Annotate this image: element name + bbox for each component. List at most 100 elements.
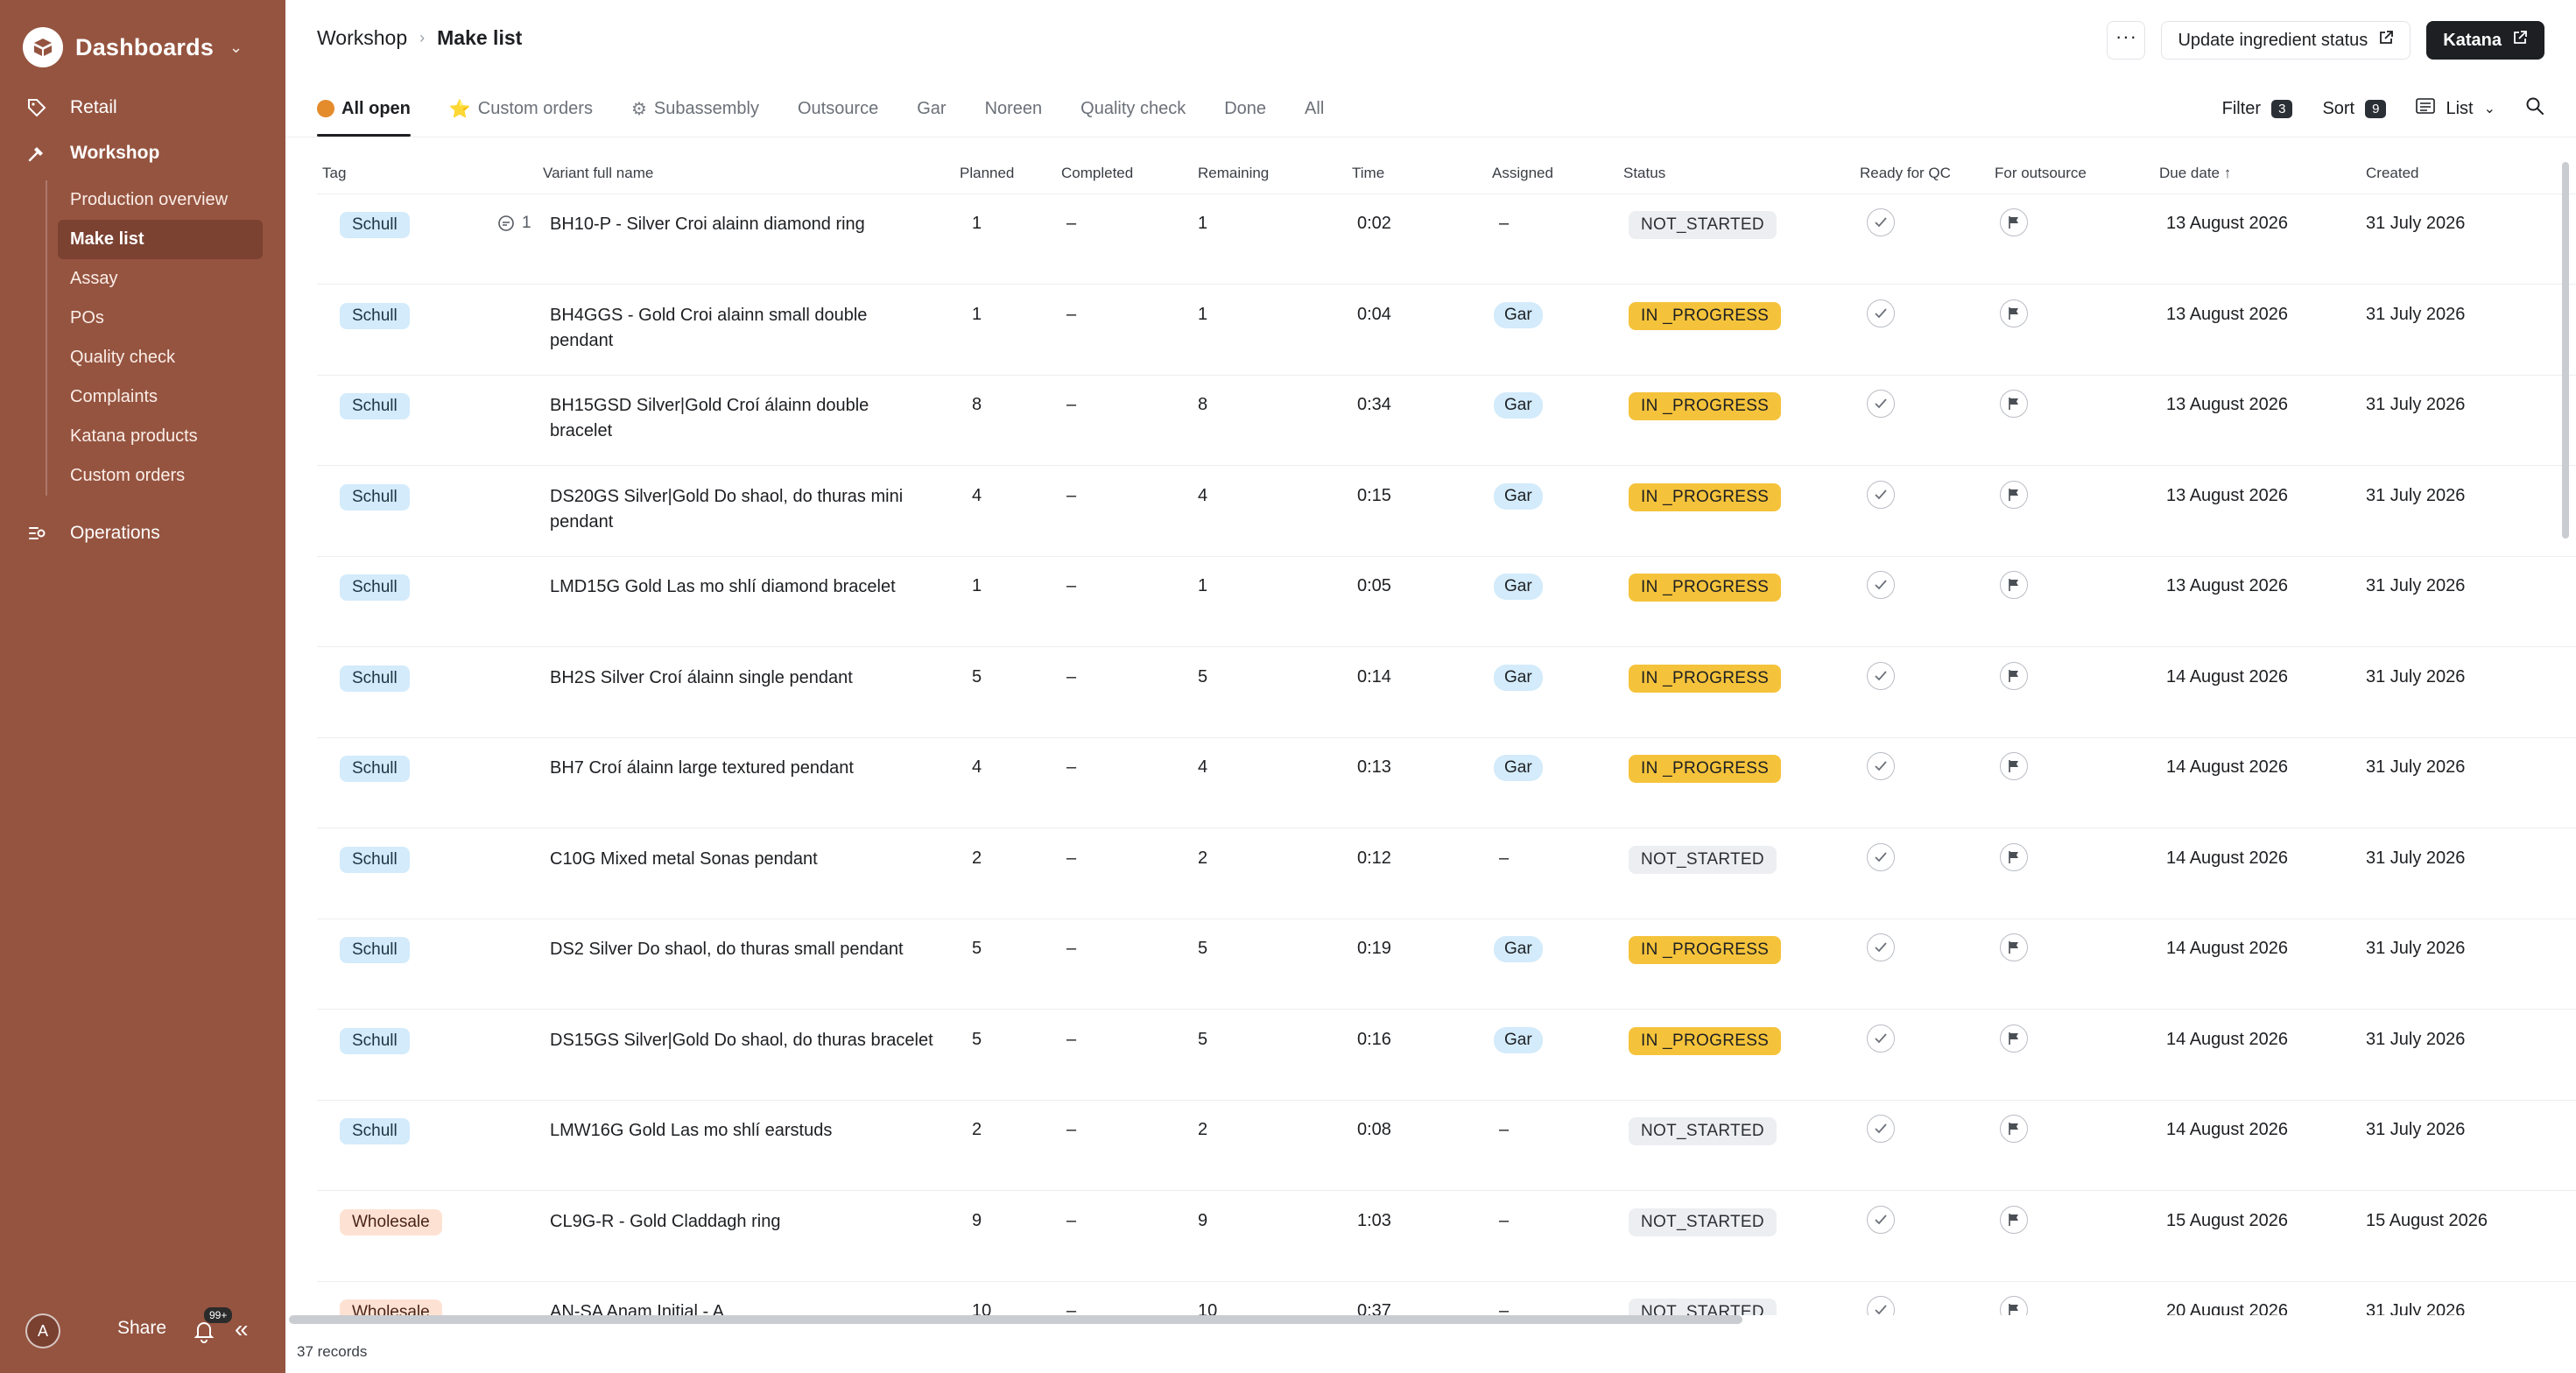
flag-icon[interactable] xyxy=(2000,390,2028,418)
status-badge[interactable]: IN _PROGRESS xyxy=(1629,392,1782,420)
vertical-scrollbar[interactable] xyxy=(2562,162,2569,539)
table-row[interactable]: Wholesale AN-SA Anam Initial - A 10 – 10 0:37… xyxy=(317,1282,2576,1315)
table-row[interactable]: Wholesale CL9G-R - Gold Claddagh ring 9 – 9 1… xyxy=(317,1192,2576,1282)
flag-icon[interactable] xyxy=(2000,1115,2028,1143)
search-button[interactable] xyxy=(2525,96,2544,121)
tab-done[interactable]: Done xyxy=(1224,98,1267,118)
tag-chip[interactable]: Schull xyxy=(340,574,410,601)
variant-name[interactable]: BH10-P - Silver Croi alainn diamond ring xyxy=(550,215,865,234)
sort-button[interactable]: Sort 9 xyxy=(2322,99,2387,119)
check-circle-icon[interactable] xyxy=(1867,208,1895,236)
subnav-pos[interactable]: POs xyxy=(70,308,104,327)
assignee[interactable]: Gar xyxy=(1494,936,1543,962)
assignee[interactable]: Gar xyxy=(1494,482,1543,510)
check-circle-icon[interactable] xyxy=(1867,1115,1895,1143)
breadcrumb-workshop[interactable]: Workshop xyxy=(317,26,408,49)
user-avatar[interactable]: A xyxy=(25,1313,60,1348)
check-circle-icon[interactable] xyxy=(1867,480,1895,509)
flag-icon[interactable] xyxy=(2000,299,2028,327)
assignee[interactable]: – xyxy=(1499,848,1510,868)
tab-gar[interactable]: Gar xyxy=(917,98,947,118)
col-remaining[interactable]: Remaining xyxy=(1198,165,1270,181)
status-badge[interactable]: IN _PROGRESS xyxy=(1629,936,1782,964)
assignee[interactable]: – xyxy=(1499,214,1510,233)
flag-icon[interactable] xyxy=(2000,1296,2028,1315)
assignee[interactable]: Gar xyxy=(1494,574,1543,600)
table-row[interactable]: Schull BH4GGS - Gold Croi alainn small do… xyxy=(317,285,2576,376)
col-due-date[interactable]: Due date ↑ xyxy=(2159,165,2231,182)
flag-icon[interactable] xyxy=(2000,842,2028,871)
tag-chip[interactable]: Schull xyxy=(340,937,410,963)
flag-icon[interactable] xyxy=(2000,571,2028,599)
table-row[interactable]: Schull BH15GSD Silver|Gold Croí álainn do… xyxy=(317,376,2576,466)
variant-name[interactable]: DS15GS Silver|Gold Do shaol, do thuras b… xyxy=(550,1030,933,1050)
table-row[interactable]: Schull DS15GS Silver|Gold Do shaol, do th… xyxy=(317,1010,2576,1101)
flag-icon[interactable] xyxy=(2000,1024,2028,1053)
status-badge[interactable]: IN _PROGRESS xyxy=(1629,755,1782,783)
subnav-quality-check[interactable]: Quality check xyxy=(70,348,176,367)
variant-name[interactable]: LMD15G Gold Las mo shlí diamond bracelet xyxy=(550,577,896,596)
tag-chip[interactable]: Schull xyxy=(340,212,410,238)
tag-chip[interactable]: Schull xyxy=(340,665,410,692)
subnav-katana-products[interactable]: Katana products xyxy=(70,426,198,446)
assignee[interactable]: Gar xyxy=(1494,664,1543,691)
status-badge[interactable]: IN _PROGRESS xyxy=(1629,574,1782,602)
subnav-complaints[interactable]: Complaints xyxy=(70,387,158,406)
tag-chip[interactable]: Schull xyxy=(340,1118,410,1144)
table-row[interactable]: Schull LMD15G Gold Las mo shlí diamond br… xyxy=(317,557,2576,647)
col-planned[interactable]: Planned xyxy=(960,165,1015,181)
check-circle-icon[interactable] xyxy=(1867,842,1895,871)
subnav-production-overview[interactable]: Production overview xyxy=(70,190,229,209)
status-badge[interactable]: NOT_STARTED xyxy=(1629,1208,1777,1236)
variant-name[interactable]: AN-SA Anam Initial - A xyxy=(550,1302,724,1315)
tab-subassembly[interactable]: ⚙ Subassembly xyxy=(631,81,759,137)
share-button[interactable]: Share xyxy=(117,1318,167,1338)
tag-chip[interactable]: Schull xyxy=(340,302,410,329)
col-tag[interactable]: Tag xyxy=(322,165,347,181)
tag-chip[interactable]: Schull xyxy=(340,1027,410,1054)
tab-outsource[interactable]: Outsource xyxy=(797,98,879,118)
collapse-sidebar-icon[interactable]: « xyxy=(235,1315,249,1342)
flag-icon[interactable] xyxy=(2000,208,2028,236)
flag-icon[interactable] xyxy=(2000,661,2028,690)
nav-retail[interactable]: Retail xyxy=(26,97,117,118)
tab-noreen[interactable]: Noreen xyxy=(984,98,1043,118)
flag-icon[interactable] xyxy=(2000,480,2028,509)
table-row[interactable]: Schull DS2 Silver Do shaol, do thuras sma… xyxy=(317,919,2576,1010)
table-row[interactable]: Schull C10G Mixed metal Sonas pendant 2 – 2 0… xyxy=(317,829,2576,919)
tab-quality-check[interactable]: Quality check xyxy=(1080,98,1186,118)
table-row[interactable]: Schull LMW16G Gold Las mo shlí earstuds 2 –… xyxy=(317,1101,2576,1191)
check-circle-icon[interactable] xyxy=(1867,1024,1895,1053)
variant-name[interactable]: BH7 Croí álainn large textured pendant xyxy=(550,758,854,778)
tag-chip[interactable]: Wholesale xyxy=(340,1208,442,1236)
col-variant-name[interactable]: Variant full name xyxy=(543,165,654,181)
nav-workshop[interactable]: Workshop xyxy=(26,143,159,164)
variant-name[interactable]: DS2 Silver Do shaol, do thuras small pen… xyxy=(550,940,904,959)
table-row[interactable]: Schull BH2S Silver Croí álainn single pen… xyxy=(317,648,2576,738)
col-for-outsource[interactable]: For outsource xyxy=(1995,165,2087,181)
variant-name[interactable]: BH4GGS - Gold Croi alainn small double p… xyxy=(550,305,868,350)
filter-button[interactable]: Filter 3 xyxy=(2222,99,2293,119)
tag-chip[interactable]: Schull xyxy=(340,483,410,510)
view-mode-dropdown[interactable]: List ⌄ xyxy=(2416,98,2495,119)
status-badge[interactable]: NOT_STARTED xyxy=(1629,1117,1777,1145)
variant-name[interactable]: BH2S Silver Croí álainn single pendant xyxy=(550,667,853,687)
assignee[interactable]: Gar xyxy=(1494,301,1543,328)
check-circle-icon[interactable] xyxy=(1867,299,1895,327)
update-ingredient-status-button[interactable]: Update ingredient status xyxy=(2161,21,2411,60)
tab-all-open[interactable]: All open xyxy=(317,81,411,137)
status-badge[interactable]: IN _PROGRESS xyxy=(1629,664,1782,693)
tag-chip[interactable]: Schull xyxy=(340,846,410,873)
notifications-bell-icon[interactable] xyxy=(193,1313,224,1345)
subnav-make-list[interactable]: Make list xyxy=(58,220,263,259)
assignee[interactable]: Gar xyxy=(1494,755,1543,781)
subnav-assay[interactable]: Assay xyxy=(70,269,118,288)
status-badge[interactable]: IN _PROGRESS xyxy=(1629,301,1782,330)
tag-chip[interactable]: Schull xyxy=(340,393,410,419)
check-circle-icon[interactable] xyxy=(1867,933,1895,961)
tag-chip[interactable]: Wholesale xyxy=(340,1299,442,1315)
variant-name[interactable]: DS20GS Silver|Gold Do shaol, do thuras m… xyxy=(550,486,904,532)
check-circle-icon[interactable] xyxy=(1867,1205,1895,1234)
col-ready-for-qc[interactable]: Ready for QC xyxy=(1860,165,1951,181)
assignee[interactable]: Gar xyxy=(1494,392,1543,419)
